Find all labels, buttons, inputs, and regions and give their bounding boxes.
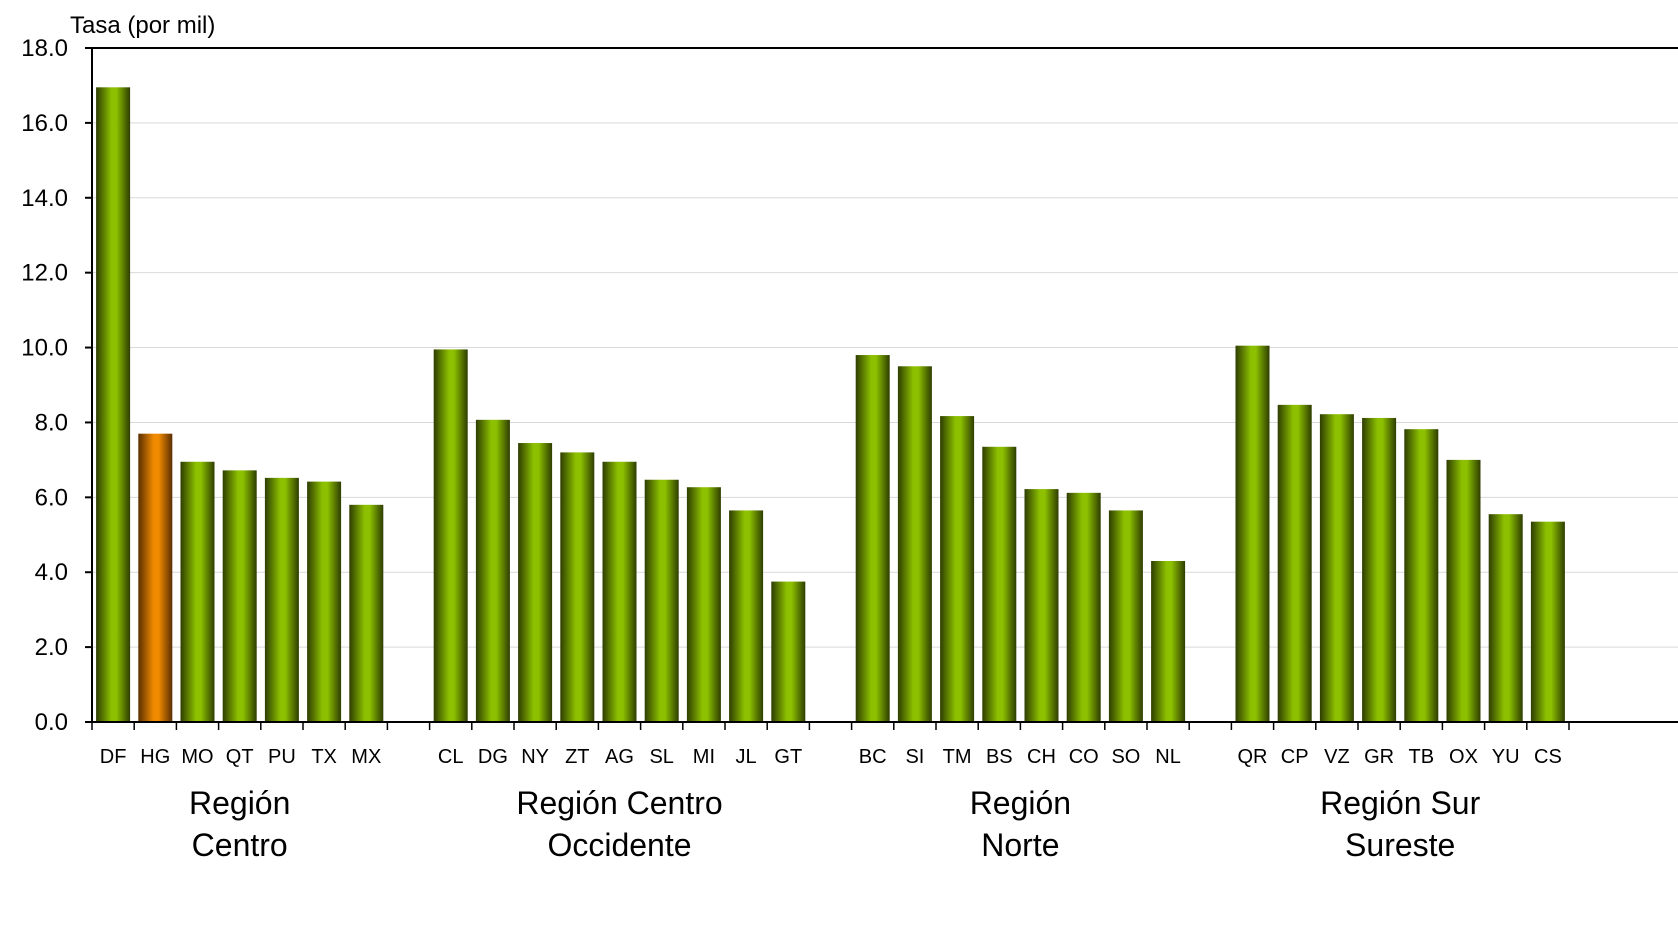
x-tick-label: QT (226, 746, 254, 768)
bar-so (1108, 510, 1143, 722)
group-label: Región Centro (189, 785, 290, 863)
y-tick-label: 4.0 (35, 559, 68, 586)
x-tick-label: HG (140, 746, 170, 768)
x-tick-label: PU (268, 746, 296, 768)
x-tick-label: CO (1069, 746, 1099, 768)
bar-bc (855, 355, 890, 722)
x-tick-label: MO (181, 746, 213, 768)
y-tick-label: 14.0 (21, 185, 68, 212)
group-label-line: Sureste (1345, 827, 1455, 863)
bar-jl (729, 510, 764, 722)
x-tick-label: JL (736, 746, 757, 768)
group-label: Región Sur Sureste (1320, 785, 1480, 863)
y-tick-label: 10.0 (21, 335, 68, 362)
x-tick-label: YU (1492, 746, 1520, 768)
x-tick-label: GR (1364, 746, 1394, 768)
x-tick-label: GT (774, 746, 802, 768)
bar-dg (475, 419, 510, 722)
bar-vz (1319, 414, 1354, 722)
group-label-line: Occidente (547, 827, 691, 863)
bar-ag (602, 461, 637, 722)
bar-qt (222, 470, 257, 722)
bar-ox (1446, 459, 1481, 722)
x-tick-label: VZ (1324, 746, 1350, 768)
group-label-line: Región (189, 785, 290, 821)
x-tick-label: AG (605, 746, 634, 768)
group-label-line: Norte (981, 827, 1059, 863)
x-tick-label: MI (693, 746, 715, 768)
bar-sl (644, 479, 679, 722)
x-tick-label: SO (1111, 746, 1140, 768)
bar-zt (560, 452, 595, 722)
bars (96, 87, 1565, 723)
x-tick-label: ZT (565, 746, 589, 768)
x-tick-label: DG (478, 746, 508, 768)
x-tick-label: TM (943, 746, 972, 768)
bar-bs (982, 446, 1017, 722)
x-tick-label: OX (1449, 746, 1478, 768)
bar-tb (1404, 429, 1439, 722)
x-tick-label: TB (1409, 746, 1435, 768)
bar-si (897, 366, 932, 722)
bar-cl (433, 349, 468, 722)
bar-cs (1530, 521, 1565, 722)
bar-df (96, 87, 131, 723)
bar-mi (686, 487, 721, 722)
x-tick-label: NY (521, 746, 549, 768)
x-tick-label: MX (351, 746, 381, 768)
bar-gt (771, 581, 806, 722)
x-tick-label: QR (1238, 746, 1268, 768)
x-tick-label: CS (1534, 746, 1562, 768)
y-axis-title: Tasa (por mil) (70, 12, 215, 39)
axes: Tasa (por mil) 0.0 2.0 4.0 6.0 8.0 10.0 12.0 14… (21, 12, 1678, 736)
group-label-line: Centro (192, 827, 288, 863)
bar-pu (264, 477, 299, 722)
bar-co (1066, 492, 1101, 722)
x-tick-label: CL (438, 746, 464, 768)
bar-mx (349, 504, 384, 722)
bar-gr (1362, 417, 1397, 722)
x-tick-label: NL (1155, 746, 1181, 768)
x-tick-label: CP (1281, 746, 1309, 768)
bar-tm (940, 416, 975, 722)
y-tick-label: 16.0 (21, 110, 68, 137)
group-label: Región Norte (970, 785, 1071, 863)
x-tick-label: DF (100, 746, 127, 768)
bar-cp (1277, 404, 1312, 722)
y-tick-label: 8.0 (35, 409, 68, 436)
bar-qr (1235, 345, 1270, 722)
x-tick-label: CH (1027, 746, 1056, 768)
bar-mo (180, 461, 215, 722)
x-tick-label: BS (986, 746, 1013, 768)
labels: DF HG MO QT PU TX MX Región Centro CL DG NY ZT AG SL MI… (100, 746, 1562, 863)
bar-tx (307, 481, 342, 722)
bar-hg (138, 433, 173, 722)
group-label-line: Región Centro (516, 785, 722, 821)
x-tick-label: SL (649, 746, 673, 768)
bar-nl (1151, 560, 1186, 722)
x-tick-label: TX (311, 746, 337, 768)
y-tick-label: 6.0 (35, 484, 68, 511)
group-label-line: Región Sur (1320, 785, 1480, 821)
y-tick-label: 0.0 (35, 709, 68, 736)
x-tick-label: SI (905, 746, 924, 768)
group-label-line: Región (970, 785, 1071, 821)
bar-yu (1488, 514, 1523, 722)
bar-ch (1024, 489, 1059, 722)
y-tick-label: 18.0 (21, 35, 68, 62)
bar-ny (518, 443, 553, 722)
group-label: Región Centro Occidente (516, 785, 722, 863)
y-tick-label: 12.0 (21, 260, 68, 287)
y-tick-label: 2.0 (35, 634, 68, 661)
x-tick-label: BC (859, 746, 887, 768)
